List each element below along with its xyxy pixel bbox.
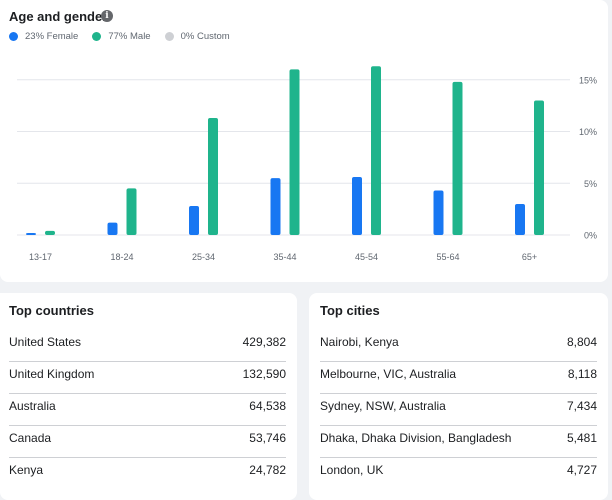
city-name: Sydney, NSW, Australia (320, 398, 446, 413)
male-bar (452, 81, 463, 235)
y-tick-label: 15% (579, 75, 597, 85)
city-value: 4,727 (566, 463, 597, 477)
male-bar (208, 118, 218, 235)
female-bar (107, 222, 118, 235)
male-bar (371, 66, 381, 235)
top-countries-list: United States 429,382 United Kingdom 132,5… (9, 330, 286, 490)
age-gender-chart: 0% 5% 10% 15% 13-17 18-24 25-34 35-44 45-54 55-64… (17, 66, 597, 262)
x-tick-label: 25-34 (192, 252, 215, 262)
list-item: Canada 53,746 (9, 426, 286, 458)
country-name: Canada (9, 430, 52, 445)
female-bar (26, 233, 36, 235)
list-item: United States 429,382 (9, 330, 286, 362)
female-dot-icon (9, 32, 18, 41)
female-bar (433, 190, 444, 235)
male-bar (534, 100, 544, 235)
city-name: Dhaka, Dhaka Division, Bangladesh (320, 430, 512, 445)
city-name: Melbourne, VIC, Australia (320, 366, 457, 381)
y-tick-label: 10% (579, 127, 597, 137)
top-cities-title: Top cities (320, 303, 380, 318)
country-value: 24,782 (249, 463, 286, 477)
male-dot-icon (92, 32, 102, 41)
legend-item-male[interactable]: 77% Male (92, 31, 151, 42)
x-tick-label: 35-44 (273, 252, 296, 262)
list-item: Dhaka, Dhaka Division, Bangladesh 5,481 (320, 426, 597, 458)
city-value: 5,481 (566, 430, 597, 445)
country-value: 429,382 (242, 334, 286, 349)
city-value: 8,804 (566, 334, 597, 349)
x-tick-label: 18-24 (110, 252, 133, 262)
city-value: 8,118 (567, 366, 597, 381)
female-bar (270, 178, 281, 235)
country-value: 132,590 (242, 366, 286, 381)
x-tick-label: 65+ (522, 252, 537, 262)
list-item: London, UK 4,727 (320, 458, 597, 490)
female-bar (515, 203, 525, 235)
list-item: Melbourne, VIC, Australia 8,118 (320, 362, 597, 394)
country-value: 64,538 (249, 398, 286, 413)
list-item: Nairobi, Kenya 8,804 (320, 330, 597, 362)
legend-label-custom: 0% Custom (180, 31, 230, 42)
age-gender-card: Age and gender i 23% Female 77% Male 0% … (0, 0, 608, 282)
legend-item-female[interactable]: 23% Female (9, 31, 78, 42)
x-tick-label: 13-17 (29, 252, 52, 262)
city-value: 7,434 (566, 398, 597, 413)
list-item: Kenya 24,782 (9, 458, 286, 490)
top-cities-list: Nairobi, Kenya 8,804 Melbourne, VIC, Aust… (320, 330, 597, 490)
female-bar (189, 206, 199, 235)
top-countries-card: Top countries United States 429,382 Unite… (0, 293, 297, 500)
list-item: United Kingdom 132,590 (9, 362, 286, 394)
legend-label-male: 77% Male (108, 31, 151, 42)
x-tick-label: 45-54 (355, 252, 378, 262)
male-bar (289, 69, 300, 236)
country-name: United States (9, 334, 82, 349)
info-icon[interactable]: i (101, 10, 113, 22)
city-name: London, UK (320, 463, 384, 477)
legend-label-female: 23% Female (25, 31, 79, 42)
country-value: 53,746 (249, 430, 286, 445)
top-cities-card: Top cities Nairobi, Kenya 8,804 Melbourne… (309, 293, 608, 500)
legend-item-custom[interactable]: 0% Custom (164, 31, 230, 42)
country-name: United Kingdom (9, 366, 95, 381)
male-bar (45, 230, 55, 235)
country-name: Kenya (9, 463, 44, 477)
x-tick-label: 55-64 (436, 252, 459, 262)
male-bar (126, 188, 137, 235)
top-countries-title: Top countries (9, 303, 94, 318)
y-tick-label: 0% (584, 231, 597, 241)
list-item: Australia 64,538 (9, 394, 286, 426)
list-item: Sydney, NSW, Australia 7,434 (320, 394, 597, 426)
age-gender-title: Age and gender (9, 9, 108, 24)
chart-legend: 23% Female 77% Male 0% Custom (9, 31, 230, 42)
city-name: Nairobi, Kenya (320, 334, 399, 349)
y-tick-label: 5% (584, 179, 597, 189)
country-name: Australia (9, 398, 56, 413)
female-bar (352, 177, 362, 235)
custom-dot-icon (164, 32, 174, 41)
